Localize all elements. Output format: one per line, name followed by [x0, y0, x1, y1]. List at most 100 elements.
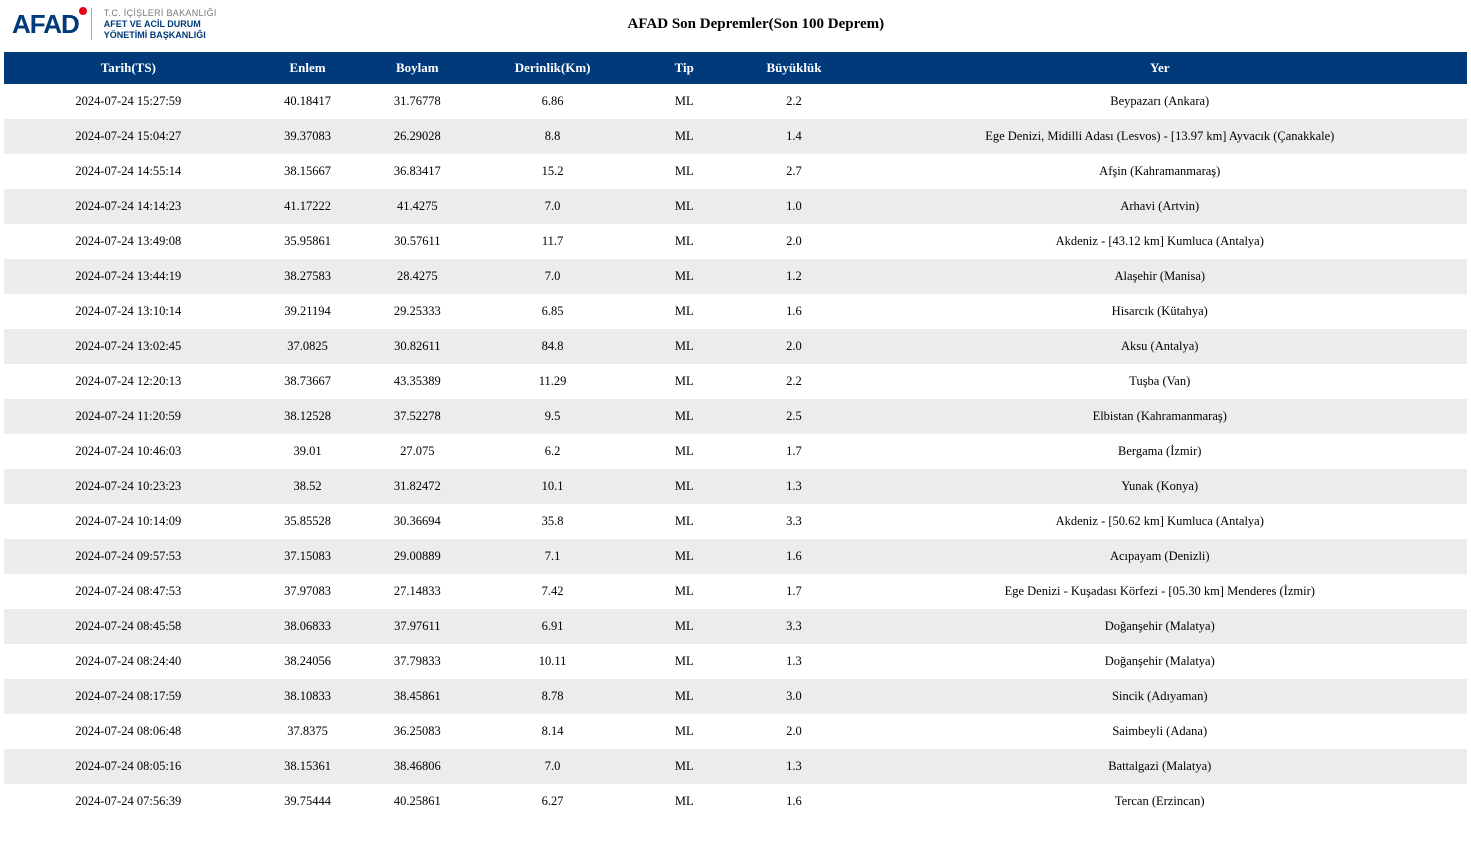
col-header-mag: Büyüklük — [735, 52, 852, 84]
cell-date: 2024-07-24 14:55:14 — [4, 154, 253, 189]
cell-loc: Yunak (Konya) — [853, 469, 1468, 504]
cell-date: 2024-07-24 15:04:27 — [4, 119, 253, 154]
cell-loc: Tuşba (Van) — [853, 364, 1468, 399]
cell-date: 2024-07-24 08:24:40 — [4, 644, 253, 679]
table-row: 2024-07-24 08:05:1638.1536138.468067.0ML… — [4, 749, 1467, 784]
table-row: 2024-07-24 08:24:4038.2405637.7983310.11… — [4, 644, 1467, 679]
cell-mag: 3.3 — [735, 609, 852, 644]
cell-depth: 7.0 — [472, 259, 633, 294]
cell-lon: 41.4275 — [362, 189, 472, 224]
table-row: 2024-07-24 13:49:0835.9586130.5761111.7M… — [4, 224, 1467, 259]
cell-loc: Doğanşehir (Malatya) — [853, 609, 1468, 644]
cell-lon: 30.57611 — [362, 224, 472, 259]
cell-date: 2024-07-24 11:20:59 — [4, 399, 253, 434]
brand-name: AFAD — [12, 9, 79, 39]
cell-lon: 29.00889 — [362, 539, 472, 574]
cell-type: ML — [633, 609, 735, 644]
cell-loc: Beypazarı (Ankara) — [853, 84, 1468, 119]
cell-mag: 1.3 — [735, 749, 852, 784]
cell-lat: 38.06833 — [253, 609, 363, 644]
cell-lon: 37.97611 — [362, 609, 472, 644]
table-row: 2024-07-24 10:46:0339.0127.0756.2ML1.7Be… — [4, 434, 1467, 469]
cell-lon: 26.29028 — [362, 119, 472, 154]
col-header-type: Tip — [633, 52, 735, 84]
cell-type: ML — [633, 434, 735, 469]
table-row: 2024-07-24 08:06:4837.837536.250838.14ML… — [4, 714, 1467, 749]
cell-loc: Bergama (İzmir) — [853, 434, 1468, 469]
cell-depth: 8.78 — [472, 679, 633, 714]
cell-lat: 41.17222 — [253, 189, 363, 224]
cell-lon: 36.25083 — [362, 714, 472, 749]
cell-type: ML — [633, 294, 735, 329]
cell-lat: 38.15361 — [253, 749, 363, 784]
table-row: 2024-07-24 15:04:2739.3708326.290288.8ML… — [4, 119, 1467, 154]
cell-loc: Acıpayam (Denizli) — [853, 539, 1468, 574]
cell-type: ML — [633, 679, 735, 714]
brand-tagline-line3: YÖNETİMİ BAŞKANLIĞI — [104, 30, 217, 41]
earthquake-table: Tarih(TS) Enlem Boylam Derinlik(Km) Tip … — [4, 52, 1467, 819]
cell-lat: 38.27583 — [253, 259, 363, 294]
cell-lon: 31.82472 — [362, 469, 472, 504]
cell-lon: 31.76778 — [362, 84, 472, 119]
cell-depth: 6.86 — [472, 84, 633, 119]
brand-logo: AFAD T.C. İÇİŞLERİ BAKANLIĞI AFET VE ACİ… — [12, 8, 217, 40]
brand-tagline-line2: AFET VE ACİL DURUM — [104, 19, 217, 30]
cell-date: 2024-07-24 09:57:53 — [4, 539, 253, 574]
cell-loc: Ege Denizi - Kuşadası Körfezi - [05.30 k… — [853, 574, 1468, 609]
cell-date: 2024-07-24 08:06:48 — [4, 714, 253, 749]
cell-date: 2024-07-24 08:05:16 — [4, 749, 253, 784]
cell-lon: 40.25861 — [362, 784, 472, 819]
cell-lat: 39.21194 — [253, 294, 363, 329]
cell-mag: 2.7 — [735, 154, 852, 189]
cell-depth: 6.85 — [472, 294, 633, 329]
cell-depth: 35.8 — [472, 504, 633, 539]
cell-depth: 11.7 — [472, 224, 633, 259]
table-row: 2024-07-24 13:02:4537.082530.8261184.8ML… — [4, 329, 1467, 364]
table-row: 2024-07-24 11:20:5938.1252837.522789.5ML… — [4, 399, 1467, 434]
cell-lat: 38.24056 — [253, 644, 363, 679]
cell-depth: 84.8 — [472, 329, 633, 364]
cell-loc: Akdeniz - [43.12 km] Kumluca (Antalya) — [853, 224, 1468, 259]
cell-loc: Saimbeyli (Adana) — [853, 714, 1468, 749]
cell-type: ML — [633, 784, 735, 819]
cell-mag: 1.6 — [735, 539, 852, 574]
logo-separator — [91, 8, 92, 40]
cell-type: ML — [633, 574, 735, 609]
col-header-lat: Enlem — [253, 52, 363, 84]
cell-mag: 1.3 — [735, 469, 852, 504]
cell-date: 2024-07-24 14:14:23 — [4, 189, 253, 224]
cell-depth: 6.91 — [472, 609, 633, 644]
table-row: 2024-07-24 10:14:0935.8552830.3669435.8M… — [4, 504, 1467, 539]
cell-type: ML — [633, 714, 735, 749]
cell-lat: 37.97083 — [253, 574, 363, 609]
table-header-row: Tarih(TS) Enlem Boylam Derinlik(Km) Tip … — [4, 52, 1467, 84]
cell-lon: 36.83417 — [362, 154, 472, 189]
cell-lon: 28.4275 — [362, 259, 472, 294]
col-header-lon: Boylam — [362, 52, 472, 84]
cell-lat: 37.0825 — [253, 329, 363, 364]
cell-loc: Tercan (Erzincan) — [853, 784, 1468, 819]
cell-lon: 38.45861 — [362, 679, 472, 714]
cell-loc: Sincik (Adıyaman) — [853, 679, 1468, 714]
cell-type: ML — [633, 224, 735, 259]
cell-date: 2024-07-24 15:27:59 — [4, 84, 253, 119]
cell-mag: 1.7 — [735, 574, 852, 609]
cell-date: 2024-07-24 10:46:03 — [4, 434, 253, 469]
brand-wordmark: AFAD — [12, 9, 79, 40]
table-row: 2024-07-24 13:10:1439.2119429.253336.85M… — [4, 294, 1467, 329]
table-row: 2024-07-24 08:45:5838.0683337.976116.91M… — [4, 609, 1467, 644]
cell-mag: 1.7 — [735, 434, 852, 469]
cell-lon: 37.79833 — [362, 644, 472, 679]
cell-date: 2024-07-24 12:20:13 — [4, 364, 253, 399]
cell-depth: 10.11 — [472, 644, 633, 679]
cell-mag: 2.2 — [735, 84, 852, 119]
cell-type: ML — [633, 119, 735, 154]
table-row: 2024-07-24 10:23:2338.5231.8247210.1ML1.… — [4, 469, 1467, 504]
cell-type: ML — [633, 364, 735, 399]
cell-loc: Hisarcık (Kütahya) — [853, 294, 1468, 329]
cell-lat: 38.15667 — [253, 154, 363, 189]
cell-loc: Ege Denizi, Midilli Adası (Lesvos) - [13… — [853, 119, 1468, 154]
cell-loc: Afşin (Kahramanmaraş) — [853, 154, 1468, 189]
cell-lat: 37.8375 — [253, 714, 363, 749]
table-row: 2024-07-24 15:27:5940.1841731.767786.86M… — [4, 84, 1467, 119]
